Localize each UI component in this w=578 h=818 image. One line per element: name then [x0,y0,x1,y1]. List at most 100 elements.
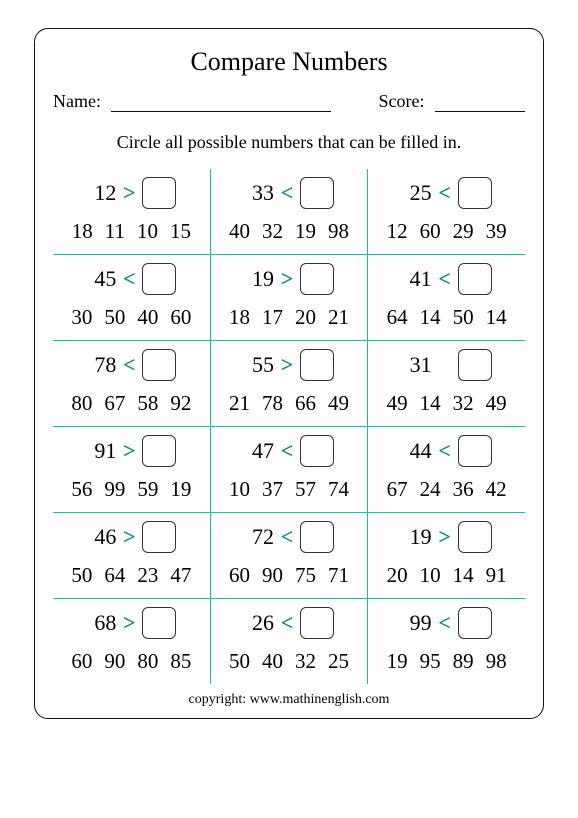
option-value[interactable]: 74 [328,477,349,502]
option-value[interactable]: 98 [486,649,507,674]
answer-box[interactable] [300,607,334,639]
option-value[interactable]: 80 [71,391,92,416]
grid-cell: 72<60907571 [210,513,368,598]
answer-box[interactable] [300,263,334,295]
option-value[interactable]: 78 [262,391,283,416]
option-value[interactable]: 58 [137,391,158,416]
option-value[interactable]: 60 [420,219,441,244]
option-value[interactable]: 40 [229,219,250,244]
option-value[interactable]: 85 [170,649,191,674]
option-value[interactable]: 19 [387,649,408,674]
option-value[interactable]: 14 [420,391,441,416]
option-value[interactable]: 67 [104,391,125,416]
option-value[interactable]: 92 [170,391,191,416]
grid-cell: 26<50403225 [210,599,368,684]
option-value[interactable]: 89 [453,649,474,674]
option-value[interactable]: 64 [104,563,125,588]
option-value[interactable]: 56 [71,477,92,502]
answer-box[interactable] [142,349,176,381]
answer-box[interactable] [142,177,176,209]
problem-number: 19 [402,524,432,550]
option-value[interactable]: 11 [105,219,125,244]
option-value[interactable]: 36 [453,477,474,502]
answer-box[interactable] [300,177,334,209]
score-field: Score: [379,91,525,112]
option-value[interactable]: 90 [104,649,125,674]
option-value[interactable]: 42 [486,477,507,502]
option-value[interactable]: 32 [262,219,283,244]
name-input-line[interactable] [111,94,331,112]
option-value[interactable]: 99 [104,477,125,502]
option-value[interactable]: 50 [229,649,250,674]
option-value[interactable]: 37 [262,477,283,502]
option-value[interactable]: 10 [137,219,158,244]
option-value[interactable]: 20 [295,305,316,330]
option-value[interactable]: 14 [486,305,507,330]
option-value[interactable]: 14 [453,563,474,588]
option-value[interactable]: 64 [387,305,408,330]
option-value[interactable]: 21 [229,391,250,416]
option-value[interactable]: 60 [71,649,92,674]
option-value[interactable]: 19 [295,219,316,244]
answer-box[interactable] [458,349,492,381]
option-value[interactable]: 50 [453,305,474,330]
option-value[interactable]: 18 [72,219,93,244]
option-value[interactable]: 17 [262,305,283,330]
answer-box[interactable] [458,263,492,295]
answer-box[interactable] [300,349,334,381]
problem-row: 46> [57,521,206,553]
option-value[interactable]: 49 [387,391,408,416]
option-value[interactable]: 32 [295,649,316,674]
option-value[interactable]: 50 [104,305,125,330]
answer-box[interactable] [458,177,492,209]
option-value[interactable]: 12 [387,219,408,244]
problem-row: 41< [372,263,521,295]
option-value[interactable]: 32 [453,391,474,416]
option-value[interactable]: 21 [328,305,349,330]
answer-box[interactable] [300,521,334,553]
option-value[interactable]: 40 [262,649,283,674]
answer-box[interactable] [458,521,492,553]
answer-box[interactable] [142,521,176,553]
option-value[interactable]: 23 [137,563,158,588]
comparison-operator: < [122,352,136,378]
grid-cell: 19>20101491 [367,513,525,598]
answer-box[interactable] [142,607,176,639]
option-value[interactable]: 75 [295,563,316,588]
option-value[interactable]: 10 [420,563,441,588]
option-value[interactable]: 30 [71,305,92,330]
option-value[interactable]: 14 [420,305,441,330]
option-value[interactable]: 57 [295,477,316,502]
option-value[interactable]: 95 [420,649,441,674]
answer-box[interactable] [458,607,492,639]
answer-box[interactable] [142,263,176,295]
answer-box[interactable] [458,435,492,467]
option-value[interactable]: 66 [295,391,316,416]
answer-box[interactable] [300,435,334,467]
option-value[interactable]: 47 [170,563,191,588]
option-value[interactable]: 49 [486,391,507,416]
option-value[interactable]: 98 [328,219,349,244]
option-value[interactable]: 60 [170,305,191,330]
option-value[interactable]: 67 [387,477,408,502]
option-value[interactable]: 15 [170,219,191,244]
option-value[interactable]: 60 [229,563,250,588]
option-value[interactable]: 20 [387,563,408,588]
option-value[interactable]: 40 [137,305,158,330]
option-value[interactable]: 10 [229,477,250,502]
option-value[interactable]: 39 [486,219,507,244]
option-value[interactable]: 59 [137,477,158,502]
option-value[interactable]: 80 [137,649,158,674]
option-value[interactable]: 71 [328,563,349,588]
option-value[interactable]: 18 [229,305,250,330]
option-value[interactable]: 49 [328,391,349,416]
option-value[interactable]: 25 [328,649,349,674]
option-value[interactable]: 50 [71,563,92,588]
option-value[interactable]: 29 [453,219,474,244]
option-value[interactable]: 24 [420,477,441,502]
score-input-line[interactable] [435,94,525,112]
option-value[interactable]: 91 [486,563,507,588]
answer-box[interactable] [142,435,176,467]
option-value[interactable]: 19 [170,477,191,502]
option-value[interactable]: 90 [262,563,283,588]
